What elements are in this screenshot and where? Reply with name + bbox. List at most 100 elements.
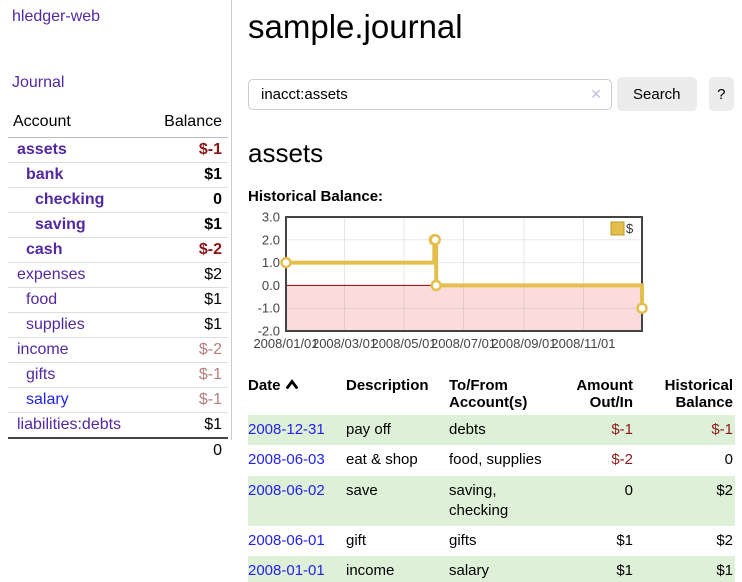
- transaction-amount: $-1: [611, 421, 633, 438]
- sidebar-account-checking[interactable]: checking: [35, 191, 105, 208]
- legend-label: $: [626, 221, 634, 236]
- register-row: 2008-06-02 save saving, checking 0 $2: [248, 475, 735, 526]
- account-balance: $1: [144, 287, 228, 313]
- balance-column-header: Balance: [144, 110, 228, 138]
- search-button[interactable]: Search: [617, 77, 697, 111]
- register-table: Date Description To/From Account(s) Amou…: [248, 373, 735, 582]
- account-row: assets $-1: [8, 138, 228, 163]
- account-row: expenses $2: [8, 262, 228, 288]
- account-row: checking 0: [8, 187, 228, 213]
- negative-region: [286, 285, 642, 331]
- x-tick-label: 2008/01/01: [253, 336, 318, 351]
- account-balance: $-2: [144, 237, 228, 263]
- clear-search-icon[interactable]: ✕: [590, 85, 602, 102]
- account-balance: $1: [144, 162, 228, 188]
- search-bar: ✕ Search ?: [248, 77, 734, 111]
- transaction-accounts: saving, checking: [449, 481, 509, 519]
- brand-link[interactable]: hledger-web: [12, 8, 101, 25]
- sidebar-account-saving[interactable]: saving: [35, 216, 86, 233]
- transaction-description: gift: [346, 532, 367, 549]
- description-column-header: Description: [346, 377, 429, 394]
- sidebar: hledger-web Journal Account Balance asse…: [0, 0, 232, 463]
- y-tick-label: 3.0: [262, 212, 280, 225]
- sidebar-account-gifts[interactable]: gifts: [26, 366, 56, 383]
- sidebar-account-cash[interactable]: cash: [26, 241, 63, 258]
- sidebar-account-supplies[interactable]: supplies: [26, 316, 85, 333]
- main-content: sample.journal ✕ Search ? assets Histori…: [233, 0, 742, 582]
- running-balance: $2: [716, 481, 733, 499]
- running-balance: $2: [716, 532, 733, 549]
- sidebar-account-assets[interactable]: assets: [17, 141, 67, 158]
- account-row: food $1: [8, 287, 228, 313]
- account-balance: $-1: [144, 362, 228, 388]
- transaction-description: eat & shop: [346, 451, 418, 469]
- transaction-date-link[interactable]: 2008-06-03: [248, 451, 325, 469]
- account-row: salary $-1: [8, 387, 228, 413]
- x-tick-label: 2008/03/01: [312, 336, 377, 351]
- data-point-marker: [430, 279, 442, 292]
- account-column-header: Account: [8, 110, 145, 138]
- transaction-date-link[interactable]: 2008-06-02: [248, 481, 325, 499]
- register-row: 2008-06-01 gift gifts $1 $2: [248, 526, 735, 556]
- transaction-description: pay off: [346, 421, 391, 438]
- chart-wrap: $3.0 2.0 1.0 0.0 -1.0 -2.0 2008/01/01 2008/03/0…: [248, 210, 734, 361]
- historical-balance-chart: $3.0 2.0 1.0 0.0 -1.0 -2.02008/01/012008/03/0…: [253, 210, 648, 351]
- sidebar-account-bank[interactable]: bank: [26, 166, 64, 183]
- y-tick-label: -2.0: [258, 324, 280, 339]
- sidebar-account-liabilities-debts[interactable]: liabilities:debts: [17, 416, 122, 433]
- account-row: saving $1: [8, 212, 228, 238]
- y-tick-label: 0.0: [262, 278, 280, 293]
- accounts-total-row: 0: [8, 437, 228, 463]
- total-balance: 0: [144, 437, 228, 463]
- account-row: gifts $-1: [8, 362, 228, 388]
- transaction-accounts: debts: [449, 421, 486, 438]
- sidebar-account-food[interactable]: food: [26, 291, 58, 308]
- transaction-amount: 0: [624, 481, 633, 499]
- transaction-amount: $-2: [611, 451, 633, 469]
- account-row: cash $-2: [8, 237, 228, 263]
- transaction-date-link[interactable]: 2008-06-01: [248, 532, 325, 549]
- legend-swatch: [610, 221, 625, 236]
- account-balance: $1: [144, 212, 228, 238]
- account-heading: assets: [248, 138, 324, 168]
- account-balance: 0: [144, 187, 228, 213]
- running-balance: 0: [724, 451, 733, 469]
- account-balance: $-2: [144, 337, 228, 363]
- transaction-amount: $1: [616, 562, 633, 580]
- x-tick-label: 2008/05/01: [371, 336, 436, 351]
- account-balance: $1: [144, 412, 228, 438]
- transaction-amount: $1: [616, 532, 633, 549]
- search-input[interactable]: [248, 78, 612, 110]
- data-point-marker: [429, 234, 441, 246]
- sidebar-item-journal[interactable]: Journal: [12, 74, 65, 91]
- date-column-header[interactable]: Date: [248, 373, 346, 415]
- help-button[interactable]: ?: [708, 77, 734, 111]
- transaction-accounts: gifts: [449, 532, 477, 549]
- x-tick-label: 2008/11/01: [551, 336, 615, 351]
- data-point-marker: [636, 302, 648, 314]
- amount-column-header: Amount Out/In: [576, 377, 633, 411]
- y-tick-label: 2.0: [262, 232, 280, 247]
- total-spacer: [8, 437, 145, 463]
- transaction-date-link[interactable]: 2008-01-01: [248, 562, 325, 580]
- sidebar-account-expenses[interactable]: expenses: [17, 266, 86, 283]
- accounts-table-body: assets $-1 bank $1 checking 0 saving $1 cash $-2 e…: [8, 138, 228, 438]
- register-row: 2008-12-31 pay off debts $-1 $-1: [248, 415, 735, 446]
- sidebar-account-income[interactable]: income: [17, 341, 69, 358]
- y-tick-label: 1.0: [262, 255, 280, 270]
- transaction-accounts: salary: [449, 562, 490, 580]
- register-header-row: Date Description To/From Account(s) Amou…: [248, 373, 735, 415]
- accounts-balance-table: Account Balance assets $-1 bank $1 checking 0…: [8, 110, 228, 463]
- transaction-date-link[interactable]: 2008-12-31: [248, 421, 325, 438]
- search-box: ✕: [248, 78, 612, 110]
- plot-border: [285, 216, 643, 332]
- transaction-description: income: [346, 562, 395, 580]
- account-balance: $-1: [198, 141, 222, 158]
- account-row: income $-2: [8, 337, 228, 363]
- x-tick-label: 2008/07/01: [431, 336, 496, 351]
- accounts-column-header: To/From Account(s): [449, 377, 528, 411]
- page-title: sample.journal: [248, 8, 463, 45]
- account-balance: $1: [144, 312, 228, 338]
- x-tick-label: 2008/09/01: [491, 336, 556, 351]
- sidebar-account-salary[interactable]: salary: [26, 391, 69, 408]
